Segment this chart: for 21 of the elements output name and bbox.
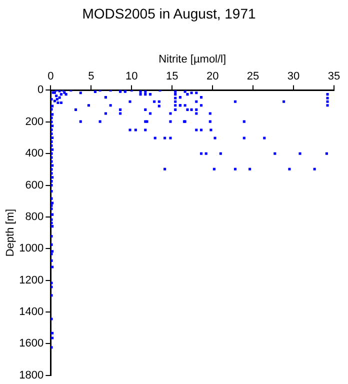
y-tick-label: 1200 xyxy=(19,274,44,286)
y-tick-label: 1600 xyxy=(19,338,44,350)
y-tick-label: 0 xyxy=(38,84,44,96)
y-tick-label: 1000 xyxy=(19,242,44,255)
y-tick-label: 800 xyxy=(25,210,44,223)
y-tick-label: 200 xyxy=(25,116,44,128)
y-tick-label: 400 xyxy=(25,148,44,160)
y-tick-label: 1400 xyxy=(19,306,44,318)
x-tick-label: 5 xyxy=(88,70,94,83)
x-tick-label: 10 xyxy=(125,70,138,83)
x-tick-label: 35 xyxy=(328,70,340,83)
y-axis-title: Depth [m] xyxy=(4,208,17,257)
x-tick-label: 25 xyxy=(246,70,260,83)
x-tick-label: 20 xyxy=(206,70,219,83)
x-tick-label: 15 xyxy=(166,70,178,83)
x-tick-label: 30 xyxy=(287,70,300,83)
chart-title: MODS2005 in August, 1971 xyxy=(82,5,256,22)
x-axis-title: Nitrite [µmol/l] xyxy=(158,53,226,66)
y-tick-label: 600 xyxy=(25,179,44,192)
x-tick-label: 0 xyxy=(48,70,54,83)
y-tick-label: 1800 xyxy=(19,369,44,382)
